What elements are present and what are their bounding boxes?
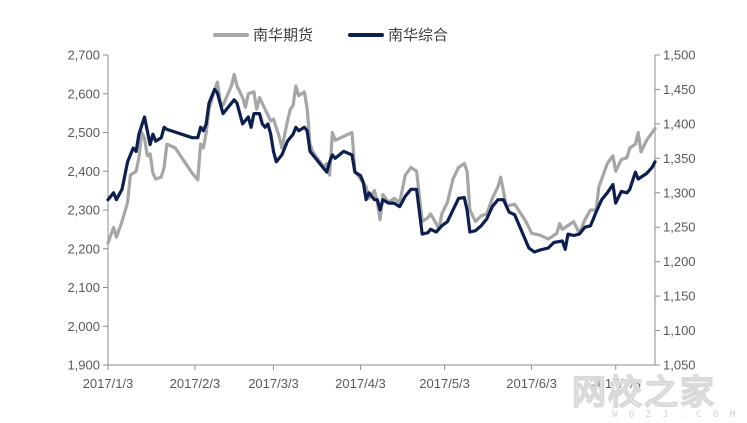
chart-axes: 1,900 2,000 2,100 2,200 2,300 2,400 2,500 2,600… [67,48,695,392]
x-tick-label: 2017/5/3 [419,376,470,391]
y-right-tick-label: 1,050 [663,358,696,373]
y-right-tick-label: 1,300 [663,185,696,200]
y-left-tick-label: 2,200 [67,241,100,256]
x-tick-label: 2017/4/3 [335,376,386,391]
y-left-tick-label: 2,400 [67,164,100,179]
watermark-text: 网校之家 [572,373,716,413]
x-tick-label: 2017/6/3 [506,376,557,391]
legend-label-series-1: 南华综合 [388,27,448,44]
chart-series [106,72,657,254]
legend-label-series-0: 南华期货 [253,27,313,44]
y-right-tick-label: 1,500 [663,48,696,63]
y-right-tick-label: 1,100 [663,323,696,338]
series-line-0 [106,72,657,245]
y-right-tick-label: 1,150 [663,289,696,304]
y-left-tick-label: 2,100 [67,280,100,295]
x-tick-label: 2017/2/3 [170,376,221,391]
x-tick-label: 2017/3/3 [248,376,299,391]
y-right-tick-label: 1,350 [663,151,696,166]
y-left-tick-label: 2,500 [67,125,100,140]
chart-legend: 南华期货 南华综合 [213,27,448,44]
y-left-tick-label: 2,700 [67,48,100,63]
y-right-tick-label: 1,200 [663,254,696,269]
x-tick-label: 2017/1/3 [83,376,134,391]
watermark-url: W O Z J . C O M [612,410,738,420]
y-left-tick-label: 2,600 [67,86,100,101]
series-line-1 [106,87,657,254]
y-right-tick-label: 1,250 [663,220,696,235]
y-left-tick-label: 2,300 [67,203,100,218]
y-left-tick-label: 1,900 [67,358,100,373]
x-tick-label: 2017/7/3 [590,376,641,391]
y-right-tick-label: 1,400 [663,116,696,131]
y-right-tick-label: 1,450 [663,82,696,97]
watermark: 网校之家 W O Z J . C O M [571,372,738,420]
y-left-tick-label: 2,000 [67,319,100,334]
